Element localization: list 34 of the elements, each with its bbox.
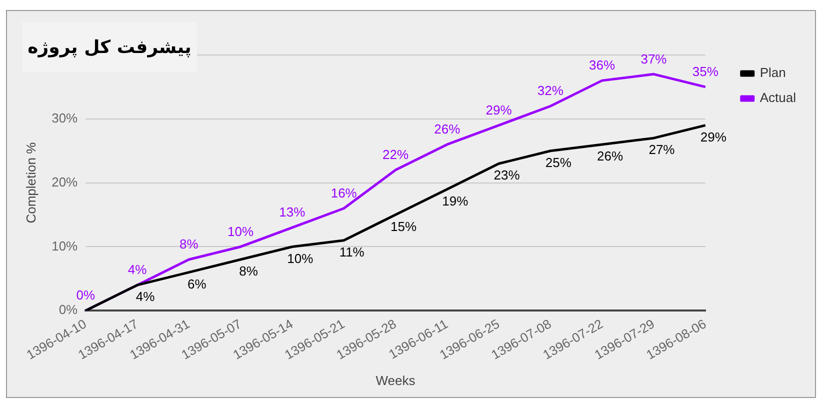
data-label: 4% [128,262,148,278]
data-label: 26% [434,122,461,137]
y-tick-label: 0% [58,302,78,318]
y-tick-label: 30% [52,110,78,126]
data-label: 26% [597,148,624,164]
legend-label: Actual [760,90,796,106]
data-label: 8% [180,236,199,252]
data-label: 29% [486,102,512,118]
data-label: 0% [76,288,96,303]
data-label: 22% [382,147,409,162]
y-tick-label: 10% [52,238,78,254]
data-label: 29% [700,129,727,144]
data-label: 36% [589,58,616,73]
chart-title: پیشرفت کل پروژه [22,22,197,72]
data-label: 11% [339,244,365,260]
data-label: 32% [537,83,564,98]
x-axis-title: Weeks [376,372,416,388]
data-label: 13% [279,204,306,220]
data-label: 35% [692,64,719,80]
data-label: 6% [188,276,207,292]
y-tick-label: 20% [52,174,78,190]
data-label: 37% [640,51,668,66]
data-label: 25% [545,154,572,170]
legend-label: Plan [760,65,786,80]
data-label: 8% [239,264,258,279]
data-label: 10% [228,224,254,239]
data-label: 27% [648,142,676,158]
data-label: 16% [330,185,358,200]
data-label: 10% [287,250,314,266]
y-axis-title: Completion % [23,142,38,224]
data-label: 15% [390,218,417,234]
data-label: 4% [136,289,156,304]
data-label: 23% [494,168,520,183]
data-label: 19% [442,193,469,208]
